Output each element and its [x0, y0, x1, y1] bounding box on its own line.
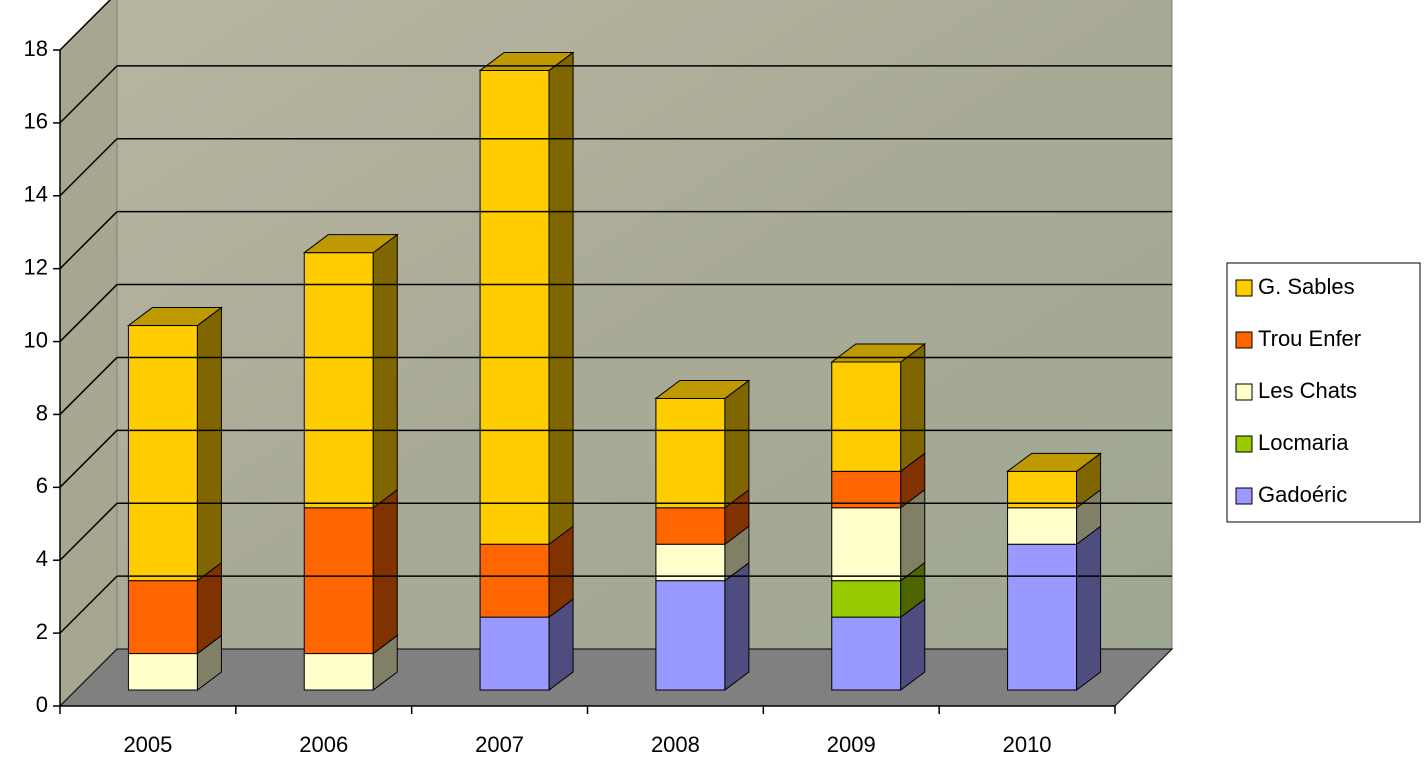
- floor: [58, 648, 1174, 707]
- legend: [1226, 262, 1421, 523]
- x-tick-label: 2007: [475, 732, 524, 757]
- legend-swatch: [1235, 279, 1253, 297]
- bar-side: [900, 343, 926, 473]
- bar-segment: [655, 379, 750, 509]
- bar-side: [196, 306, 222, 582]
- bar-front: [1007, 470, 1078, 509]
- y-tick-label: 14: [24, 182, 48, 207]
- y-tick-label: 16: [24, 109, 48, 134]
- bar-front: [303, 252, 374, 509]
- legend-swatch: [1235, 383, 1253, 401]
- bar-front: [303, 653, 374, 691]
- bar-top: [126, 307, 223, 327]
- bar-front: [831, 361, 902, 472]
- bar-segment: [127, 306, 222, 582]
- bar-front: [831, 470, 902, 509]
- bar-segment: [479, 51, 574, 546]
- bar-segment: [831, 488, 926, 582]
- y-tick-label: 8: [36, 400, 48, 425]
- bar-side: [724, 379, 750, 509]
- bar-front: [655, 543, 726, 582]
- y-tick-label: 12: [24, 254, 48, 279]
- bar-segment: [831, 452, 926, 509]
- y-tick-label: 0: [36, 692, 48, 717]
- legend-swatch: [1235, 435, 1253, 453]
- bar-segment: [127, 561, 222, 655]
- x-tick-label: 2005: [123, 732, 172, 757]
- x-tick-label: 2006: [299, 732, 348, 757]
- grid-line: [59, 284, 118, 343]
- bar-front: [303, 507, 374, 655]
- bar-segment: [303, 233, 398, 509]
- grid-line: [59, 575, 118, 634]
- side-wall: [59, 0, 118, 708]
- grid-line: [59, 211, 118, 270]
- bar-front: [1007, 543, 1078, 691]
- bar-segment: [479, 525, 574, 619]
- bar-front: [127, 580, 198, 655]
- bar-side: [372, 233, 398, 509]
- bar-top: [1006, 452, 1103, 472]
- y-tick-label: 18: [24, 36, 48, 61]
- bar-front: [655, 507, 726, 545]
- bar-segment: [479, 598, 574, 691]
- bar-front: [831, 616, 902, 691]
- legend-label: Trou Enfer: [1258, 326, 1361, 351]
- bar-top: [654, 379, 751, 399]
- y-tick-label: 6: [36, 473, 48, 498]
- bar-side: [1076, 525, 1102, 691]
- y-tick-label: 2: [36, 619, 48, 644]
- x-tick-label: 2008: [651, 732, 700, 757]
- y-tick-label: 4: [36, 546, 48, 571]
- bar-segment: [655, 525, 750, 582]
- bar-front: [831, 507, 902, 582]
- bar-front: [479, 616, 550, 691]
- grid-line: [59, 429, 118, 488]
- bar-front: [479, 69, 550, 545]
- grid-line: [59, 0, 112, 51]
- bar-front: [479, 543, 550, 618]
- legend-swatch: [1235, 487, 1253, 505]
- bar-segment: [831, 343, 926, 473]
- bar-front: [127, 325, 198, 582]
- legend-label: Locmaria: [1258, 430, 1349, 455]
- bar-side: [372, 488, 398, 655]
- bar-segment: [655, 561, 750, 691]
- bar-front: [655, 397, 726, 509]
- legend-swatch: [1235, 331, 1253, 349]
- bar-front: [655, 580, 726, 691]
- bar-segment: [303, 488, 398, 655]
- bar-front: [831, 580, 902, 618]
- bar-segment: [127, 634, 222, 691]
- grid-line: [59, 356, 118, 415]
- grid-line: [59, 502, 118, 561]
- legend-label: Les Chats: [1258, 378, 1357, 403]
- bar-segment: [1007, 525, 1102, 691]
- legend-label: Gadoéric: [1258, 482, 1347, 507]
- grid-line: [59, 138, 118, 197]
- bar-side: [724, 561, 750, 691]
- legend-label: G. Sables: [1258, 274, 1355, 299]
- x-tick-label: 2009: [827, 732, 876, 757]
- grid-line: [59, 65, 118, 124]
- y-tick-label: 10: [24, 327, 48, 352]
- bar-front: [127, 653, 198, 691]
- bar-front: [1007, 507, 1078, 545]
- x-tick-label: 2010: [1003, 732, 1052, 757]
- bar-side: [548, 51, 574, 546]
- bar-top: [302, 234, 399, 254]
